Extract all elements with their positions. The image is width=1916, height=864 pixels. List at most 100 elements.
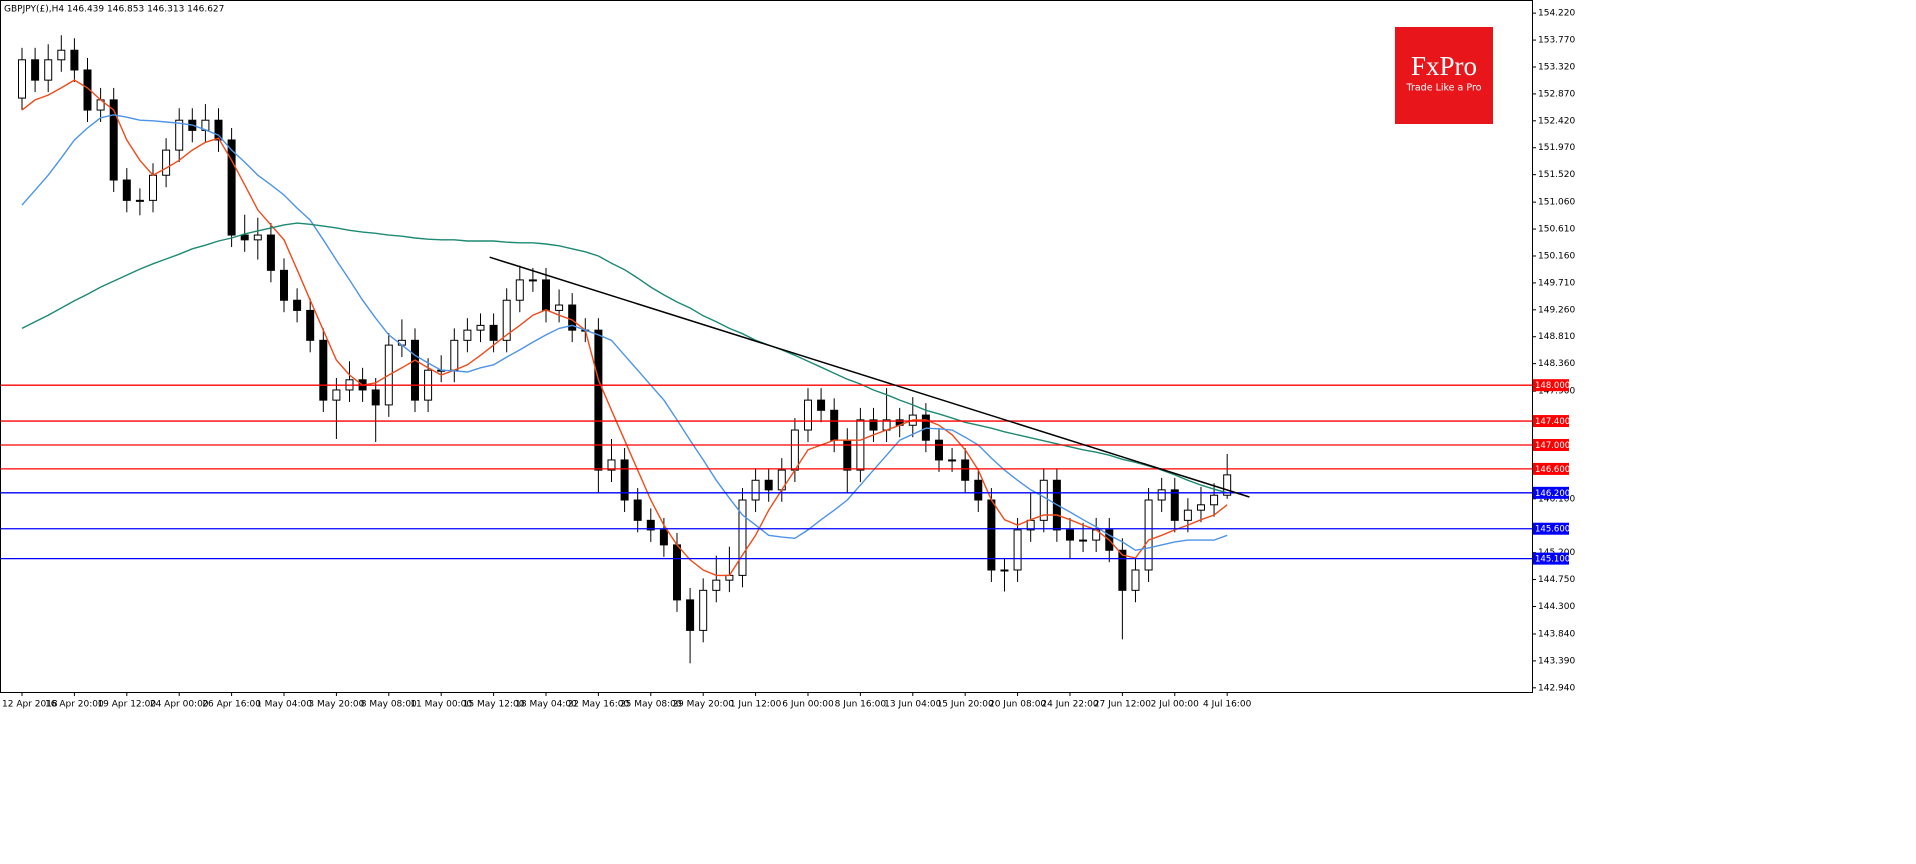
candle-body	[253, 234, 262, 241]
candle-body	[18, 59, 27, 99]
candle-body	[699, 589, 708, 631]
candle-body	[974, 479, 983, 501]
candle-body	[738, 499, 747, 576]
candle-body	[450, 339, 459, 371]
candle-body	[751, 479, 760, 501]
moving-average-line	[21, 114, 1228, 552]
candle-body	[109, 99, 118, 181]
x-tick-label: 18 May 04:00	[515, 700, 577, 710]
trendline	[489, 256, 1250, 498]
candle-body	[869, 419, 878, 431]
candle-body	[1144, 499, 1153, 571]
candle-body	[266, 234, 275, 271]
candle-body	[1131, 569, 1140, 591]
x-tick-label: 8 May 08:00	[361, 700, 417, 710]
candle-body	[659, 529, 668, 546]
level-tag-label: 148.000	[1535, 381, 1570, 391]
x-tick-label: 26 Apr 16:00	[202, 700, 261, 710]
y-tick-label: 151.520	[1538, 170, 1575, 180]
logo-tagline: Trade Like a Pro	[1406, 83, 1482, 94]
y-tick-label: 150.160	[1538, 251, 1575, 261]
x-tick-label: 15 May 12:00	[463, 700, 525, 710]
candle-body	[803, 399, 812, 431]
x-tick-label: 20 Jun 08:00	[989, 700, 1046, 710]
candle-body	[162, 149, 171, 176]
candle-body	[83, 69, 92, 111]
candle-body	[1196, 504, 1205, 511]
x-tick-label: 12 Apr 2018	[2, 700, 58, 710]
x-tick-label: 25 May 08:00	[620, 700, 682, 710]
y-tick-label: 153.770	[1538, 36, 1575, 46]
x-tick-label: 4 Jul 16:00	[1203, 700, 1252, 710]
candle-body	[555, 304, 564, 311]
x-tick-label: 22 May 16:00	[568, 700, 630, 710]
candle-body	[135, 199, 144, 202]
y-tick-label: 142.940	[1538, 683, 1575, 693]
candle-body	[410, 339, 419, 401]
candle-body	[149, 174, 158, 201]
x-tick-label: 1 Jun 12:00	[730, 700, 782, 710]
moving-average-line	[21, 222, 1228, 494]
candle-body	[279, 269, 288, 301]
candle-body	[1210, 494, 1219, 506]
level-tag	[1533, 552, 1569, 565]
candle-body	[515, 279, 524, 301]
candle-body	[620, 459, 629, 501]
candle-body	[712, 579, 721, 591]
candle-body	[541, 279, 550, 311]
level-tag-label: 146.200	[1535, 489, 1570, 499]
candle-body	[1013, 529, 1022, 571]
candle-body	[489, 324, 498, 341]
candle-body	[31, 59, 40, 81]
candle-body	[463, 329, 472, 341]
candle-body	[672, 544, 681, 601]
level-tag	[1533, 379, 1569, 392]
candle-body	[1157, 489, 1166, 501]
candle-body	[57, 49, 66, 61]
logo-box	[1395, 27, 1493, 124]
level-tag-label: 147.400	[1535, 417, 1570, 427]
candle-body	[1223, 474, 1232, 496]
candle-body	[1118, 549, 1127, 591]
candle-body	[987, 499, 996, 571]
x-tick-label: 29 May 20:00	[672, 700, 734, 710]
x-tick-label: 24 Apr 00:00	[150, 700, 209, 710]
candle-body	[646, 519, 655, 531]
x-tick-label: 8 Jun 16:00	[835, 700, 887, 710]
level-tag	[1533, 438, 1569, 451]
candle-body	[594, 329, 603, 471]
candle-body	[817, 399, 826, 411]
y-tick-label: 152.870	[1538, 89, 1575, 99]
y-tick-label: 143.840	[1538, 629, 1575, 639]
plot-frame	[0, 0, 1533, 693]
chart-title: GBPJPY(£),H4 146.439 146.853 146.313 146…	[4, 5, 224, 15]
candle-body	[633, 499, 642, 521]
x-tick-label: 3 May 20:00	[308, 700, 364, 710]
level-tag-label: 145.100	[1535, 555, 1570, 565]
y-tick-label: 150.610	[1538, 225, 1575, 235]
level-tag	[1533, 462, 1569, 475]
candle-body	[1170, 489, 1179, 521]
level-tag	[1533, 415, 1569, 428]
x-tick-label: 11 May 00:00	[410, 700, 472, 710]
y-tick-label: 147.900	[1538, 387, 1575, 397]
x-tick-label: 13 Jun 04:00	[884, 700, 941, 710]
candle-body	[293, 299, 302, 311]
y-tick-label: 151.970	[1538, 143, 1575, 153]
x-tick-label: 24 Jun 22:00	[1041, 700, 1098, 710]
y-tick-label: 152.420	[1538, 116, 1575, 126]
candle-body	[502, 299, 511, 341]
x-tick-label: 27 Jun 12:00	[1094, 700, 1151, 710]
y-tick-label: 146.100	[1538, 494, 1575, 504]
candle-body	[319, 339, 328, 401]
candle-body	[764, 479, 773, 491]
level-tag-label: 147.000	[1535, 441, 1570, 451]
candle-body	[948, 459, 957, 462]
x-tick-label: 15 Jun 20:00	[937, 700, 994, 710]
candle-body	[70, 49, 79, 71]
candle-body	[961, 459, 970, 481]
x-tick-label: 6 Jun 00:00	[782, 700, 834, 710]
candle-body	[607, 459, 616, 471]
